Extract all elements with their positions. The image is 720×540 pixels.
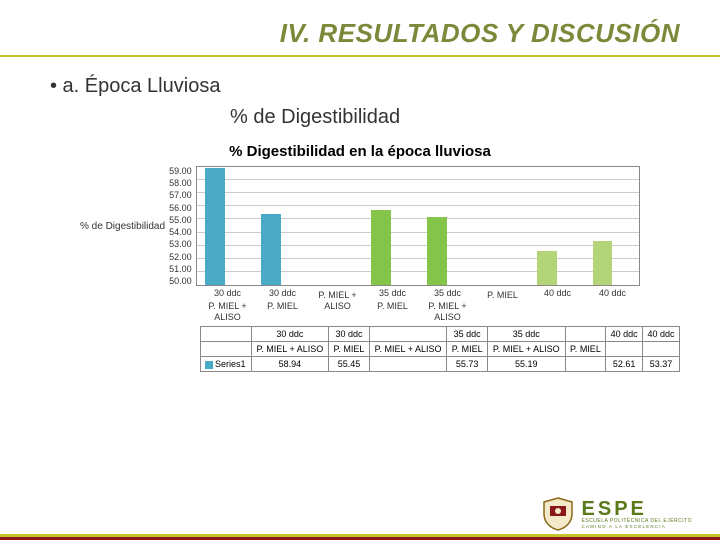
footer-bar	[0, 534, 720, 540]
category-label: 35 ddcP. MIEL	[365, 286, 420, 322]
ytick: 53.00	[169, 239, 192, 249]
bar	[593, 241, 613, 285]
category-label: P. MIEL	[475, 286, 530, 322]
ytick: 58.00	[169, 178, 192, 188]
espe-text: ESPE ESCUELA POLITÉCNICA DEL EJÉRCITO CA…	[582, 500, 692, 529]
category-label: 30 ddcP. MIEL + ALISO	[200, 286, 255, 322]
data-table: 30 ddc30 ddc35 ddc35 ddc40 ddc40 ddcP. M…	[200, 326, 680, 372]
chart-title: % Digestibilidad en la época lluviosa	[80, 143, 640, 160]
bullet-item: • a. Época Lluviosa	[50, 75, 670, 98]
ytick: 55.00	[169, 215, 192, 225]
sub-title: % de Digestibilidad	[230, 106, 670, 129]
category-label: P. MIEL + ALISO	[310, 286, 365, 322]
ytick: 50.00	[169, 276, 192, 286]
bar	[205, 168, 225, 285]
bar	[261, 214, 281, 285]
content-area: • a. Época Lluviosa % de Digestibilidad …	[0, 57, 720, 372]
category-label: 30 ddcP. MIEL	[255, 286, 310, 322]
category-label: 40 ddc	[530, 286, 585, 322]
ytick: 51.00	[169, 264, 192, 274]
plot-area	[196, 166, 640, 286]
espe-motto: CAMINO A LA EXCELENCIA	[582, 524, 692, 529]
category-labels: 30 ddcP. MIEL + ALISO30 ddcP. MIELP. MIE…	[200, 286, 640, 322]
chart-container: % Digestibilidad en la época lluviosa % …	[80, 143, 640, 372]
ytick: 57.00	[169, 190, 192, 200]
shield-icon	[540, 496, 576, 532]
ytick: 52.00	[169, 252, 192, 262]
ytick: 54.00	[169, 227, 192, 237]
ytick: 59.00	[169, 166, 192, 176]
section-heading: IV. RESULTADOS Y DISCUSIÓN	[0, 0, 720, 57]
footer-logo: ESPE ESCUELA POLITÉCNICA DEL EJÉRCITO CA…	[540, 496, 692, 532]
plot-row: % de Digestibilidad 59.00 58.00 57.00 56…	[80, 166, 640, 286]
y-axis-label: % de Digestibilidad	[80, 166, 169, 286]
category-label: 35 ddcP. MIEL + ALISO	[420, 286, 475, 322]
y-axis-ticks: 59.00 58.00 57.00 56.00 55.00 54.00 53.0…	[169, 166, 196, 286]
bar	[427, 217, 447, 285]
espe-acronym: ESPE	[582, 500, 692, 518]
ytick: 56.00	[169, 203, 192, 213]
bar	[537, 251, 557, 285]
bar	[371, 210, 391, 285]
espe-org: ESCUELA POLITÉCNICA DEL EJÉRCITO	[582, 518, 692, 524]
category-label: 40 ddc	[585, 286, 640, 322]
footer: ESPE ESCUELA POLITÉCNICA DEL EJÉRCITO CA…	[0, 534, 720, 540]
